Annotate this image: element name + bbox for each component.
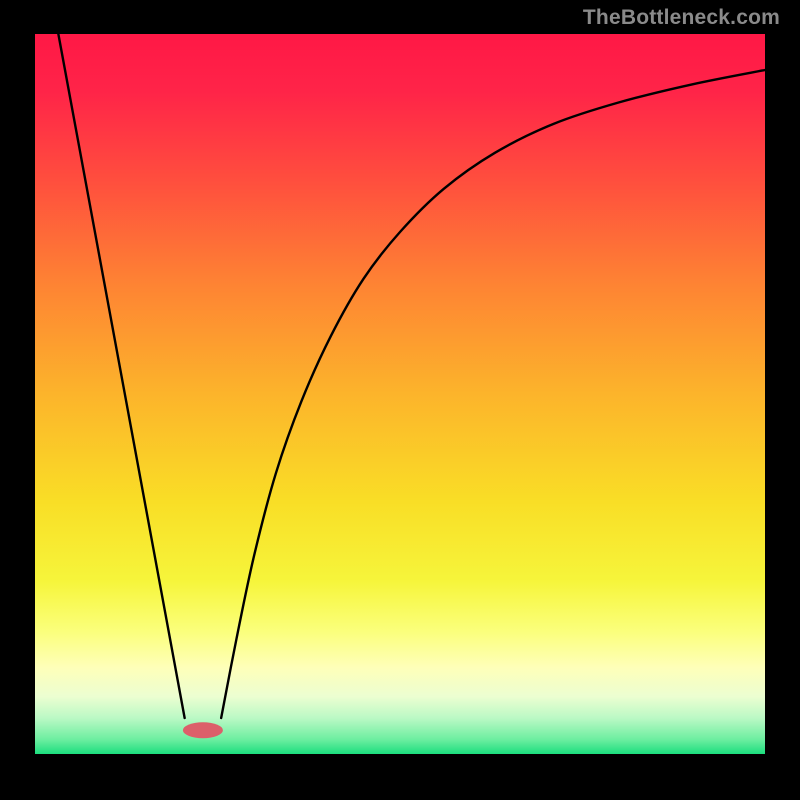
plot-area (35, 34, 765, 754)
watermark-text: TheBottleneck.com (583, 6, 780, 30)
chart-frame: TheBottleneck.com (0, 0, 800, 800)
plot-background (35, 34, 765, 754)
min-marker (183, 722, 223, 738)
